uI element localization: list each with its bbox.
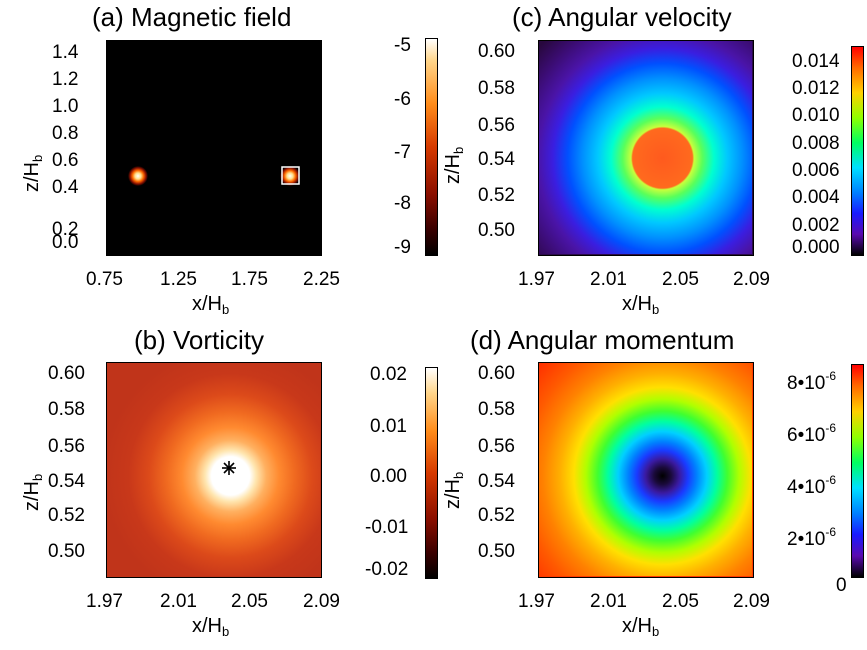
panel-c-ytick: 0.58 (478, 78, 515, 99)
panel-a-ylabel: z/Hb (21, 154, 45, 192)
panel-b-xtick: 2.09 (303, 591, 340, 612)
panel-b-star-marker (222, 461, 236, 475)
panel-d-ytick: 0.58 (478, 399, 515, 420)
panel-c-plot-area (538, 40, 754, 256)
panel-d-ylabel: z/Hb (442, 471, 466, 509)
panel-a-ytick: 0.2 (52, 219, 79, 240)
panel-c-ytick: 0.54 (478, 149, 515, 170)
panel-d-ytick: 0.54 (478, 471, 515, 492)
panel-a-cbar-tick: -9 (394, 237, 411, 258)
panel-d-ytick: 0.60 (478, 363, 515, 384)
panel-c-title: (c) Angular velocity (512, 2, 732, 32)
panel-c-ytick: 0.56 (478, 115, 515, 136)
panel-c-xtick: 2.01 (590, 269, 627, 290)
panel-b-xtick: 2.05 (231, 591, 268, 612)
panel-d-title: (d) Angular momentum (470, 325, 735, 355)
panel-a-ytick: 1.2 (52, 69, 79, 90)
panel-d-ytick: 0.52 (478, 505, 515, 526)
panel-b-ytick: 0.58 (48, 399, 85, 420)
panel-b-xlabel: x/Hb (192, 615, 230, 639)
panel-a-colorbar (425, 38, 438, 256)
panel-c-cbar-tick: 0.004 (792, 187, 840, 208)
panel-d-cbar-tick: 0 (836, 575, 847, 596)
panel-a-cbar-tick: -6 (394, 89, 411, 110)
panel-d-xlabel: x/Hb (622, 615, 660, 639)
panel-a-xtick: 2.25 (303, 269, 340, 290)
panel-d-ytick: 0.56 (478, 436, 515, 457)
panel-b-ylabel: z/Hb (21, 473, 45, 511)
panel-d-cbar-tick: 2•10-6 (787, 525, 837, 550)
panel-c-field (539, 41, 752, 254)
panel-a-ytick: 0.4 (52, 177, 79, 198)
panel-a-plot-area (106, 40, 322, 256)
panel-b-title: (b) Vorticity (134, 325, 265, 355)
panel-c-ytick: 0.60 (478, 41, 515, 62)
panel-b-field (107, 363, 320, 576)
panel-c-cbar-tick: 0.002 (792, 215, 840, 236)
panel-c-cbar-tick: 0.010 (792, 105, 840, 126)
panel-b-cbar-tick: 0.00 (370, 466, 407, 487)
panel-c-cbar-tick: 0.014 (792, 51, 840, 72)
panel-b-ytick: 0.50 (48, 541, 85, 562)
panel-a-spot-right (280, 166, 300, 186)
panel-c-xtick: 1.97 (518, 269, 555, 290)
panel-c-ylabel: z/Hb (442, 146, 466, 184)
panel-d-xtick: 1.97 (518, 591, 555, 612)
panel-c-ytick: 0.50 (478, 220, 515, 241)
panel-c-colorbar (851, 46, 864, 256)
panel-c-cbar-tick: 0.000 (792, 237, 840, 258)
panel-a-cbar-tick: -7 (394, 142, 411, 163)
panel-a-ytick: 0.6 (52, 150, 79, 171)
panel-a-cbar-tick: -5 (394, 35, 411, 56)
panel-c-xtick: 2.05 (662, 269, 699, 290)
panel-a-xtick: 1.75 (231, 269, 268, 290)
panel-b-xtick: 1.97 (86, 591, 123, 612)
panel-b-cbar-tick: 0.02 (370, 364, 407, 385)
panel-d-cbar-tick: 4•10-6 (787, 473, 837, 498)
panel-b-cbar-tick: -0.02 (365, 559, 409, 580)
panel-a-xtick: 0.75 (86, 269, 123, 290)
panel-b-cbar-tick: -0.01 (365, 517, 409, 538)
panel-d-colorbar (851, 364, 864, 578)
panel-b-cbar-tick: 0.01 (370, 416, 407, 437)
panel-c-cbar-tick: 0.006 (792, 160, 840, 181)
panel-d-xtick: 2.05 (662, 591, 699, 612)
panel-d-xtick: 2.01 (590, 591, 627, 612)
panel-b-ytick: 0.52 (48, 505, 85, 526)
panel-a-cbar-tick: -8 (394, 193, 411, 214)
panel-a-title: (a) Magnetic field (92, 2, 292, 32)
panel-a-zoom-box (281, 166, 300, 185)
panel-a-ytick: 0.8 (52, 123, 79, 144)
panel-d-cbar-tick: 6•10-6 (787, 421, 837, 446)
panel-d-field (539, 363, 752, 576)
panel-d-plot-area (538, 362, 754, 578)
panel-b-plot-area (106, 362, 322, 578)
panel-b-colorbar (425, 367, 438, 579)
panel-d-ytick: 0.50 (478, 541, 515, 562)
panel-b-ytick: 0.54 (48, 471, 85, 492)
panel-b-ytick: 0.56 (48, 436, 85, 457)
panel-c-cbar-tick: 0.012 (792, 78, 840, 99)
panel-b-ytick: 0.60 (48, 363, 85, 384)
panel-a-xlabel: x/Hb (192, 293, 230, 317)
panel-d-xtick: 2.09 (733, 591, 770, 612)
panel-a-ytick: 0.0 (52, 232, 79, 253)
panel-c-xtick: 2.09 (733, 269, 770, 290)
panel-a-xtick: 1.25 (160, 269, 197, 290)
panel-c-ytick: 0.52 (478, 185, 515, 206)
panel-a-ytick: 1.0 (52, 96, 79, 117)
panel-c-cbar-tick: 0.008 (792, 133, 840, 154)
panel-d-cbar-tick: 8•10-6 (787, 369, 837, 394)
panel-b-xtick: 2.01 (160, 591, 197, 612)
panel-c-xlabel: x/Hb (622, 293, 660, 317)
panel-a-spot-left (128, 166, 148, 186)
panel-a-ytick: 1.4 (52, 42, 79, 63)
